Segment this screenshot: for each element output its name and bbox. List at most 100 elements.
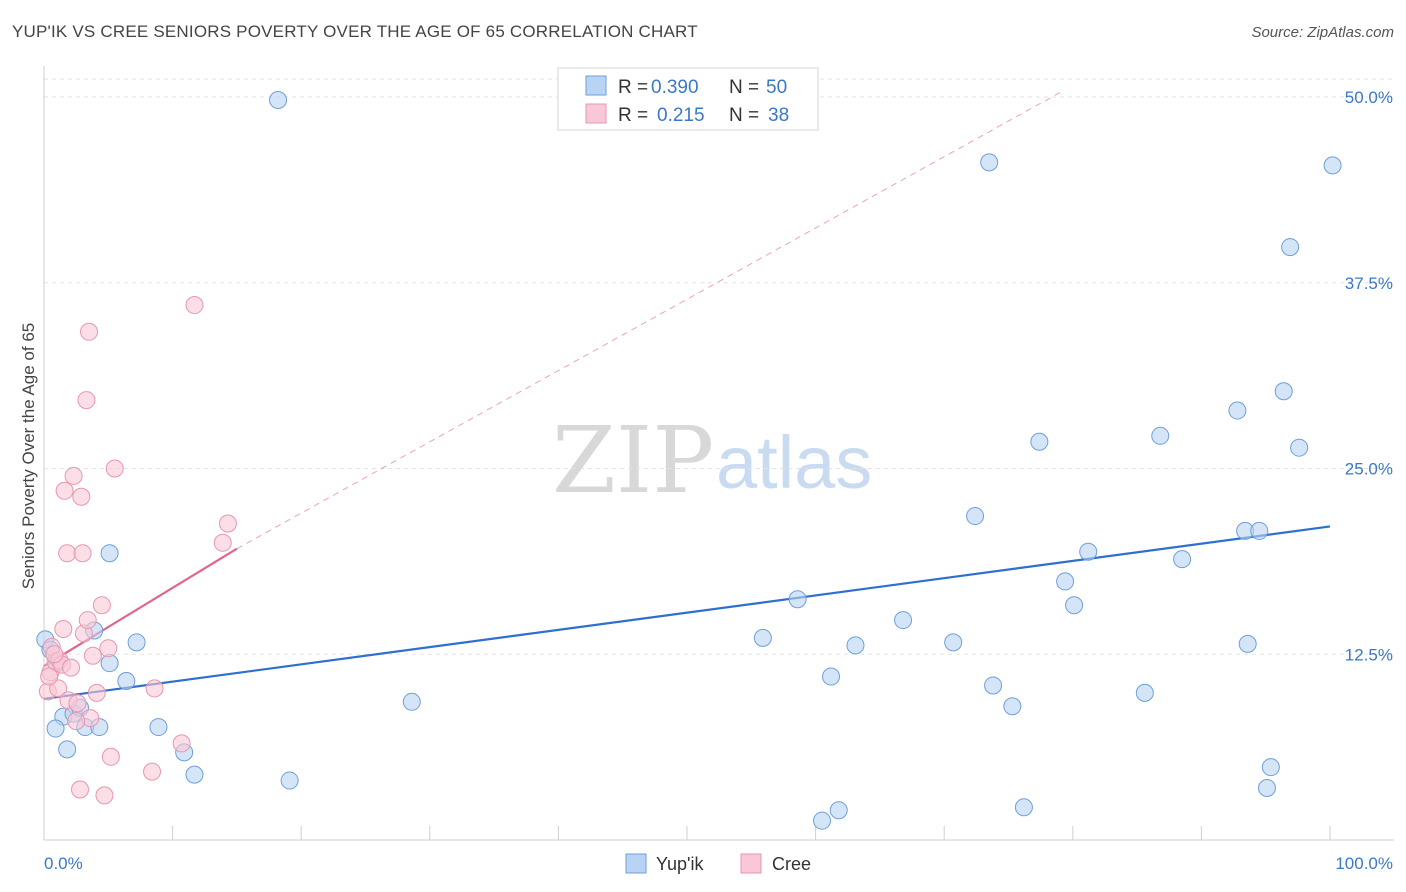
point-yupik bbox=[1135, 683, 1154, 702]
point-yupik bbox=[1003, 697, 1022, 716]
point-cree bbox=[105, 459, 124, 478]
point-cree bbox=[87, 683, 106, 702]
y-tick-label: 25.0% bbox=[1345, 460, 1393, 479]
chart-title: YUP'IK VS CREE SENIORS POVERTY OVER THE … bbox=[12, 22, 698, 41]
point-cree bbox=[67, 712, 86, 731]
point-yupik bbox=[1173, 550, 1192, 569]
point-yupik bbox=[402, 692, 421, 711]
point-yupik bbox=[1030, 432, 1049, 451]
y-tick-label: 37.5% bbox=[1345, 274, 1393, 293]
bottom-legend: Yup'ik Cree bbox=[625, 853, 811, 874]
point-cree bbox=[54, 619, 73, 638]
legend-n-label-yupik: N = bbox=[729, 77, 759, 98]
point-yupik bbox=[1257, 778, 1276, 797]
point-yupik bbox=[753, 628, 772, 647]
point-cree bbox=[73, 544, 92, 563]
grid bbox=[44, 78, 1394, 655]
point-cree bbox=[143, 762, 162, 781]
bottom-legend-label-cree: Cree bbox=[772, 854, 811, 874]
y-tick-label: 12.5% bbox=[1345, 645, 1393, 664]
point-yupik bbox=[1250, 521, 1269, 540]
point-cree bbox=[213, 533, 232, 552]
point-cree bbox=[101, 747, 120, 766]
point-yupik bbox=[966, 507, 985, 526]
point-cree bbox=[185, 296, 204, 315]
point-yupik bbox=[1079, 542, 1098, 561]
bottom-legend-label-yupik: Yup'ik bbox=[656, 854, 704, 874]
point-yupik bbox=[280, 771, 299, 790]
point-yupik bbox=[1151, 426, 1170, 445]
axes bbox=[43, 66, 1394, 841]
y-axis-title: Seniors Poverty Over the Age of 65 bbox=[19, 323, 38, 589]
point-yupik bbox=[846, 636, 865, 655]
point-yupik bbox=[185, 765, 204, 784]
point-cree bbox=[95, 786, 114, 805]
point-yupik bbox=[813, 811, 832, 830]
x-tick-label: 100.0% bbox=[1335, 854, 1393, 873]
point-yupik bbox=[1323, 156, 1342, 175]
point-cree bbox=[78, 611, 97, 630]
point-yupik bbox=[788, 590, 807, 609]
legend-r-value-yupik: 0.390 bbox=[651, 77, 699, 98]
point-yupik bbox=[1065, 596, 1084, 615]
point-yupik bbox=[1228, 401, 1247, 420]
point-yupik bbox=[58, 740, 77, 759]
point-cree bbox=[58, 544, 77, 563]
point-cree bbox=[92, 596, 111, 615]
point-yupik bbox=[944, 633, 963, 652]
point-cree bbox=[62, 658, 81, 677]
point-cree bbox=[99, 639, 118, 658]
point-yupik bbox=[822, 667, 841, 686]
point-cree bbox=[64, 466, 83, 485]
point-yupik bbox=[1261, 758, 1280, 777]
point-yupik bbox=[127, 633, 146, 652]
legend: R = 0.390 N = 50 R = 0.215 N = 38 bbox=[557, 67, 819, 131]
x-tick-label: 0.0% bbox=[44, 854, 83, 873]
legend-swatch-yupik bbox=[585, 75, 607, 96]
point-cree bbox=[40, 667, 59, 686]
point-yupik bbox=[100, 544, 119, 563]
legend-swatch-cree bbox=[585, 103, 607, 124]
point-yupik bbox=[894, 611, 913, 630]
point-yupik bbox=[1274, 382, 1293, 401]
y-tick-label: 50.0% bbox=[1345, 88, 1393, 107]
point-yupik bbox=[149, 718, 168, 737]
point-yupik bbox=[100, 654, 119, 673]
point-cree bbox=[55, 481, 74, 500]
point-cree bbox=[145, 679, 164, 698]
trend-line-yupik bbox=[43, 525, 1331, 700]
trend-line-cree bbox=[43, 547, 238, 668]
data-points bbox=[36, 90, 1342, 830]
point-yupik bbox=[1056, 572, 1075, 591]
point-yupik bbox=[1238, 634, 1257, 653]
trend-lines bbox=[43, 92, 1331, 700]
legend-r-label-cree: R = bbox=[618, 105, 648, 126]
point-cree bbox=[218, 514, 237, 533]
point-yupik bbox=[829, 801, 848, 820]
bottom-legend-swatch-cree bbox=[740, 853, 762, 874]
point-cree bbox=[77, 391, 96, 410]
source-label: Source: ZipAtlas.com bbox=[1251, 24, 1394, 41]
watermark-zip: ZIP bbox=[552, 407, 714, 514]
point-cree bbox=[172, 734, 191, 753]
point-yupik bbox=[1290, 438, 1309, 457]
point-yupik bbox=[117, 671, 136, 690]
point-cree bbox=[80, 322, 99, 341]
point-yupik bbox=[1281, 238, 1300, 257]
watermark-atlas: atlas bbox=[716, 421, 872, 504]
point-yupik bbox=[1014, 798, 1033, 817]
point-yupik bbox=[46, 719, 65, 738]
legend-r-label-yupik: R = bbox=[618, 77, 648, 98]
trend-line-cree-extension bbox=[236, 92, 1061, 550]
point-cree bbox=[45, 645, 64, 664]
legend-n-value-cree: 38 bbox=[768, 105, 789, 126]
bottom-legend-swatch-yupik bbox=[625, 853, 647, 874]
point-yupik bbox=[269, 90, 288, 109]
point-cree bbox=[72, 487, 91, 506]
point-yupik bbox=[980, 153, 999, 172]
point-cree bbox=[71, 780, 90, 799]
tick-labels: 12.5% 25.0% 37.5% 50.0% 0.0% 100.0% bbox=[44, 88, 1393, 873]
legend-n-value-yupik: 50 bbox=[766, 77, 787, 98]
point-cree bbox=[68, 694, 87, 713]
